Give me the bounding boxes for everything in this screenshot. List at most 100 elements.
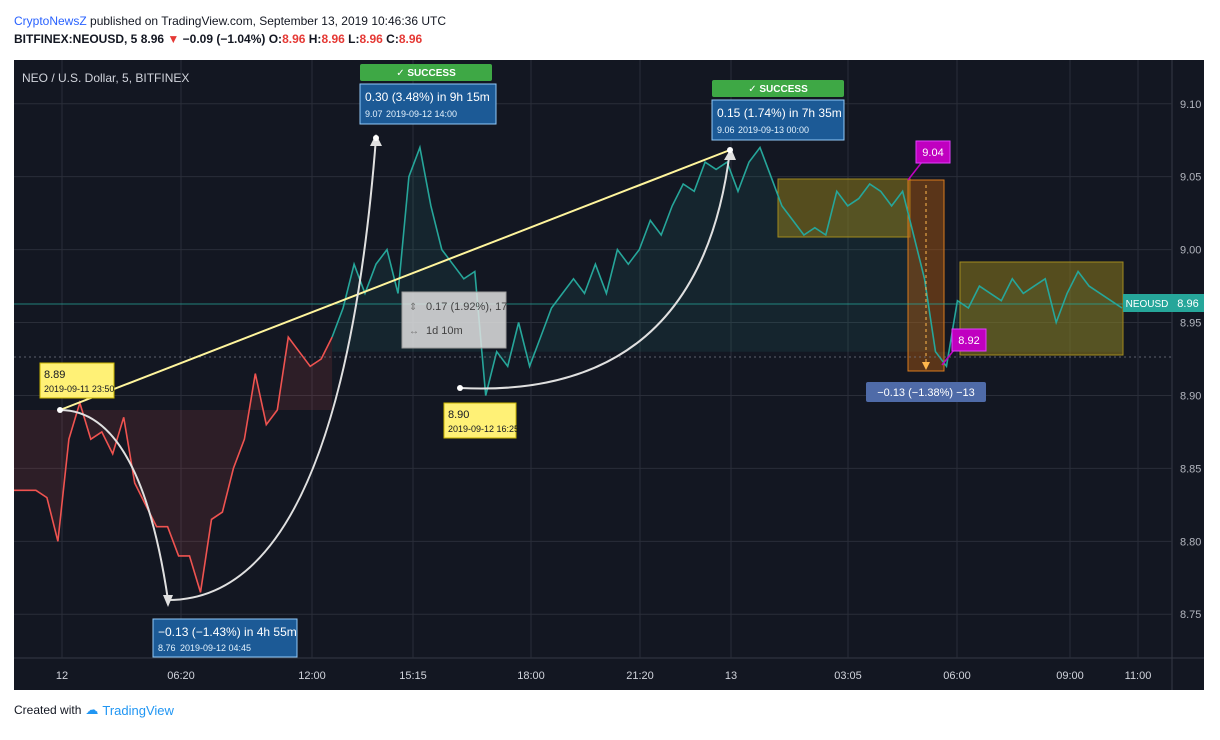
down-area-fill — [14, 337, 333, 593]
range-width-icon: ↔ — [409, 326, 419, 337]
callout-8-92[interactable]: 8.92 — [941, 328, 987, 366]
measure-value: 9.06 — [717, 125, 735, 135]
trendline[interactable] — [59, 149, 731, 411]
measure-text: 0.30 (3.48%) in 9h 15m — [365, 90, 490, 104]
publish-line: CryptoNewsZ published on TradingView.com… — [14, 12, 1204, 30]
footer: Created with ☁ TradingView — [14, 702, 174, 718]
success-badge — [712, 80, 844, 97]
high-label: H: — [308, 32, 322, 46]
measure-date: 2019-09-13 00:00 — [738, 125, 809, 135]
price-tick-label: 9.00 — [1180, 245, 1201, 257]
point-marker[interactable] — [373, 135, 379, 141]
time-tick-label: 03:05 — [834, 670, 862, 682]
arc-down[interactable] — [59, 409, 169, 601]
arc-up-2[interactable] — [459, 149, 731, 390]
time-tick-label: 13 — [725, 670, 737, 682]
measure-box-down[interactable]: −0.13 (−1.43%) in 4h 55m 8.76 2019-09-12… — [152, 618, 298, 658]
success-text: ✓ SUCCESS — [748, 84, 808, 95]
price-line-up[interactable] — [331, 144, 1123, 396]
down-arrow-icon: ▼ — [167, 32, 180, 46]
open-label: O: — [268, 32, 283, 46]
callout-9-04[interactable]: 9.04 — [907, 140, 951, 181]
time-tick-label: 06:20 — [167, 670, 195, 682]
measure-text: 0.15 (1.74%) in 7h 35m — [717, 106, 842, 120]
up-area-fill — [332, 147, 1123, 396]
price-label-value: 8.89 — [44, 369, 65, 381]
time-tick-label: 21:20 — [626, 670, 654, 682]
price-axis[interactable]: 9.10 9.05 9.00 8.95 8.90 8.85 8.80 8.75 — [1180, 99, 1201, 621]
success-badge — [360, 64, 492, 81]
chart-header: CryptoNewsZ published on TradingView.com… — [14, 12, 1204, 48]
high-value: 8.96 — [321, 32, 345, 46]
time-tick-label: 11:00 — [1125, 670, 1152, 682]
arc-up-1[interactable] — [167, 137, 377, 601]
drop-arrowhead-icon — [922, 362, 930, 370]
time-tick-label: 12 — [56, 670, 68, 682]
range-info-box[interactable]: ⇕ 0.17 (1.92%), 17 ↔ 1d 10m — [401, 291, 507, 349]
point-marker[interactable] — [57, 407, 63, 413]
publish-info: published on TradingView.com, September … — [86, 14, 447, 28]
price-label-date: 2019-09-12 16:25 — [448, 424, 519, 434]
point-marker[interactable] — [457, 385, 463, 391]
price-tick-label: 8.95 — [1180, 318, 1201, 330]
measure-box-up-2[interactable]: ✓ SUCCESS 0.15 (1.74%) in 7h 35m 9.06 20… — [711, 80, 845, 141]
time-tick-label: 06:00 — [943, 670, 971, 682]
price-change: −0.09 (−1.04%) — [182, 32, 266, 46]
open-value: 8.96 — [282, 32, 306, 46]
price-tick-label: 8.75 — [1180, 609, 1201, 621]
range-box-2[interactable] — [959, 261, 1124, 356]
symbol-line: BITFINEX:NEOUSD, 5 8.96 ▼ −0.09 (−1.04%)… — [14, 30, 1204, 48]
last-price-value: 8.96 — [1177, 298, 1198, 310]
symbol-badge-text: NEOUSD — [1126, 299, 1169, 310]
chart-title: NEO / U.S. Dollar, 5, BITFINEX — [22, 71, 189, 85]
last-price-badge[interactable]: NEOUSD 8.96 — [1123, 294, 1204, 312]
measure-date: 2019-09-12 04:45 — [180, 643, 251, 653]
range-result-text: −0.13 (−1.38%) −13 — [877, 387, 975, 399]
range-info-line1: 0.17 (1.92%), 17 — [426, 301, 507, 313]
measure-value: 8.76 — [158, 643, 176, 653]
time-axis[interactable]: 12 06:20 12:00 15:15 18:00 21:20 13 03:05 06:00 0… — [56, 670, 1151, 682]
time-tick-label: 18:00 — [517, 670, 545, 682]
success-text: ✓ SUCCESS — [396, 68, 456, 79]
grid-lines — [14, 60, 1172, 658]
tradingview-link[interactable]: TradingView — [102, 702, 174, 718]
measure-value: 9.07 — [365, 109, 383, 119]
range-result-box[interactable]: −0.13 (−1.38%) −13 — [866, 382, 986, 402]
arc-up-2-arrowhead — [724, 148, 736, 160]
range-height-icon: ⇕ — [409, 302, 417, 313]
price-tick-label: 8.90 — [1180, 390, 1201, 402]
measure-box-up-1[interactable]: ✓ SUCCESS 0.30 (3.48%) in 9h 15m 9.07 20… — [359, 64, 497, 125]
arc-down-arrowhead — [163, 595, 173, 607]
created-with-text: Created with — [14, 703, 82, 717]
price-tick-label: 8.80 — [1180, 536, 1201, 548]
price-tick-label: 8.85 — [1180, 463, 1201, 475]
low-value: 8.96 — [359, 32, 383, 46]
time-tick-label: 09:00 — [1056, 670, 1084, 682]
chart-background — [14, 60, 1204, 690]
price-label-8-90[interactable]: 8.90 2019-09-12 16:25 — [443, 402, 519, 439]
author-link[interactable]: CryptoNewsZ — [14, 14, 87, 28]
price-line-down[interactable] — [14, 335, 333, 593]
close-label: C: — [386, 32, 399, 46]
callout-value: 9.04 — [922, 147, 943, 159]
point-marker[interactable] — [727, 147, 733, 153]
range-info-line2: 1d 10m — [426, 325, 463, 337]
time-tick-label: 12:00 — [298, 670, 326, 682]
symbol-name: BITFINEX:NEOUSD, 5 — [14, 32, 138, 46]
time-tick-label: 15:15 — [399, 670, 427, 682]
price-label-8-89[interactable]: 8.89 2019-09-11 23:50 — [39, 362, 115, 399]
measure-date: 2019-09-12 14:00 — [386, 109, 457, 119]
price-tick-label: 9.10 — [1180, 99, 1201, 111]
price-tick-label: 9.05 — [1180, 172, 1201, 184]
measure-text: −0.13 (−1.43%) in 4h 55m — [158, 625, 297, 639]
price-label-value: 8.90 — [448, 409, 469, 421]
tradingview-logo-icon: ☁ — [85, 702, 99, 717]
low-label: L: — [348, 32, 360, 46]
price-line[interactable] — [14, 144, 1123, 593]
close-value: 8.96 — [398, 32, 423, 46]
range-box-1[interactable] — [777, 178, 911, 238]
price-label-date: 2019-09-11 23:50 — [44, 384, 114, 394]
callout-value: 8.92 — [958, 335, 979, 347]
last-price: 8.96 — [140, 32, 165, 46]
